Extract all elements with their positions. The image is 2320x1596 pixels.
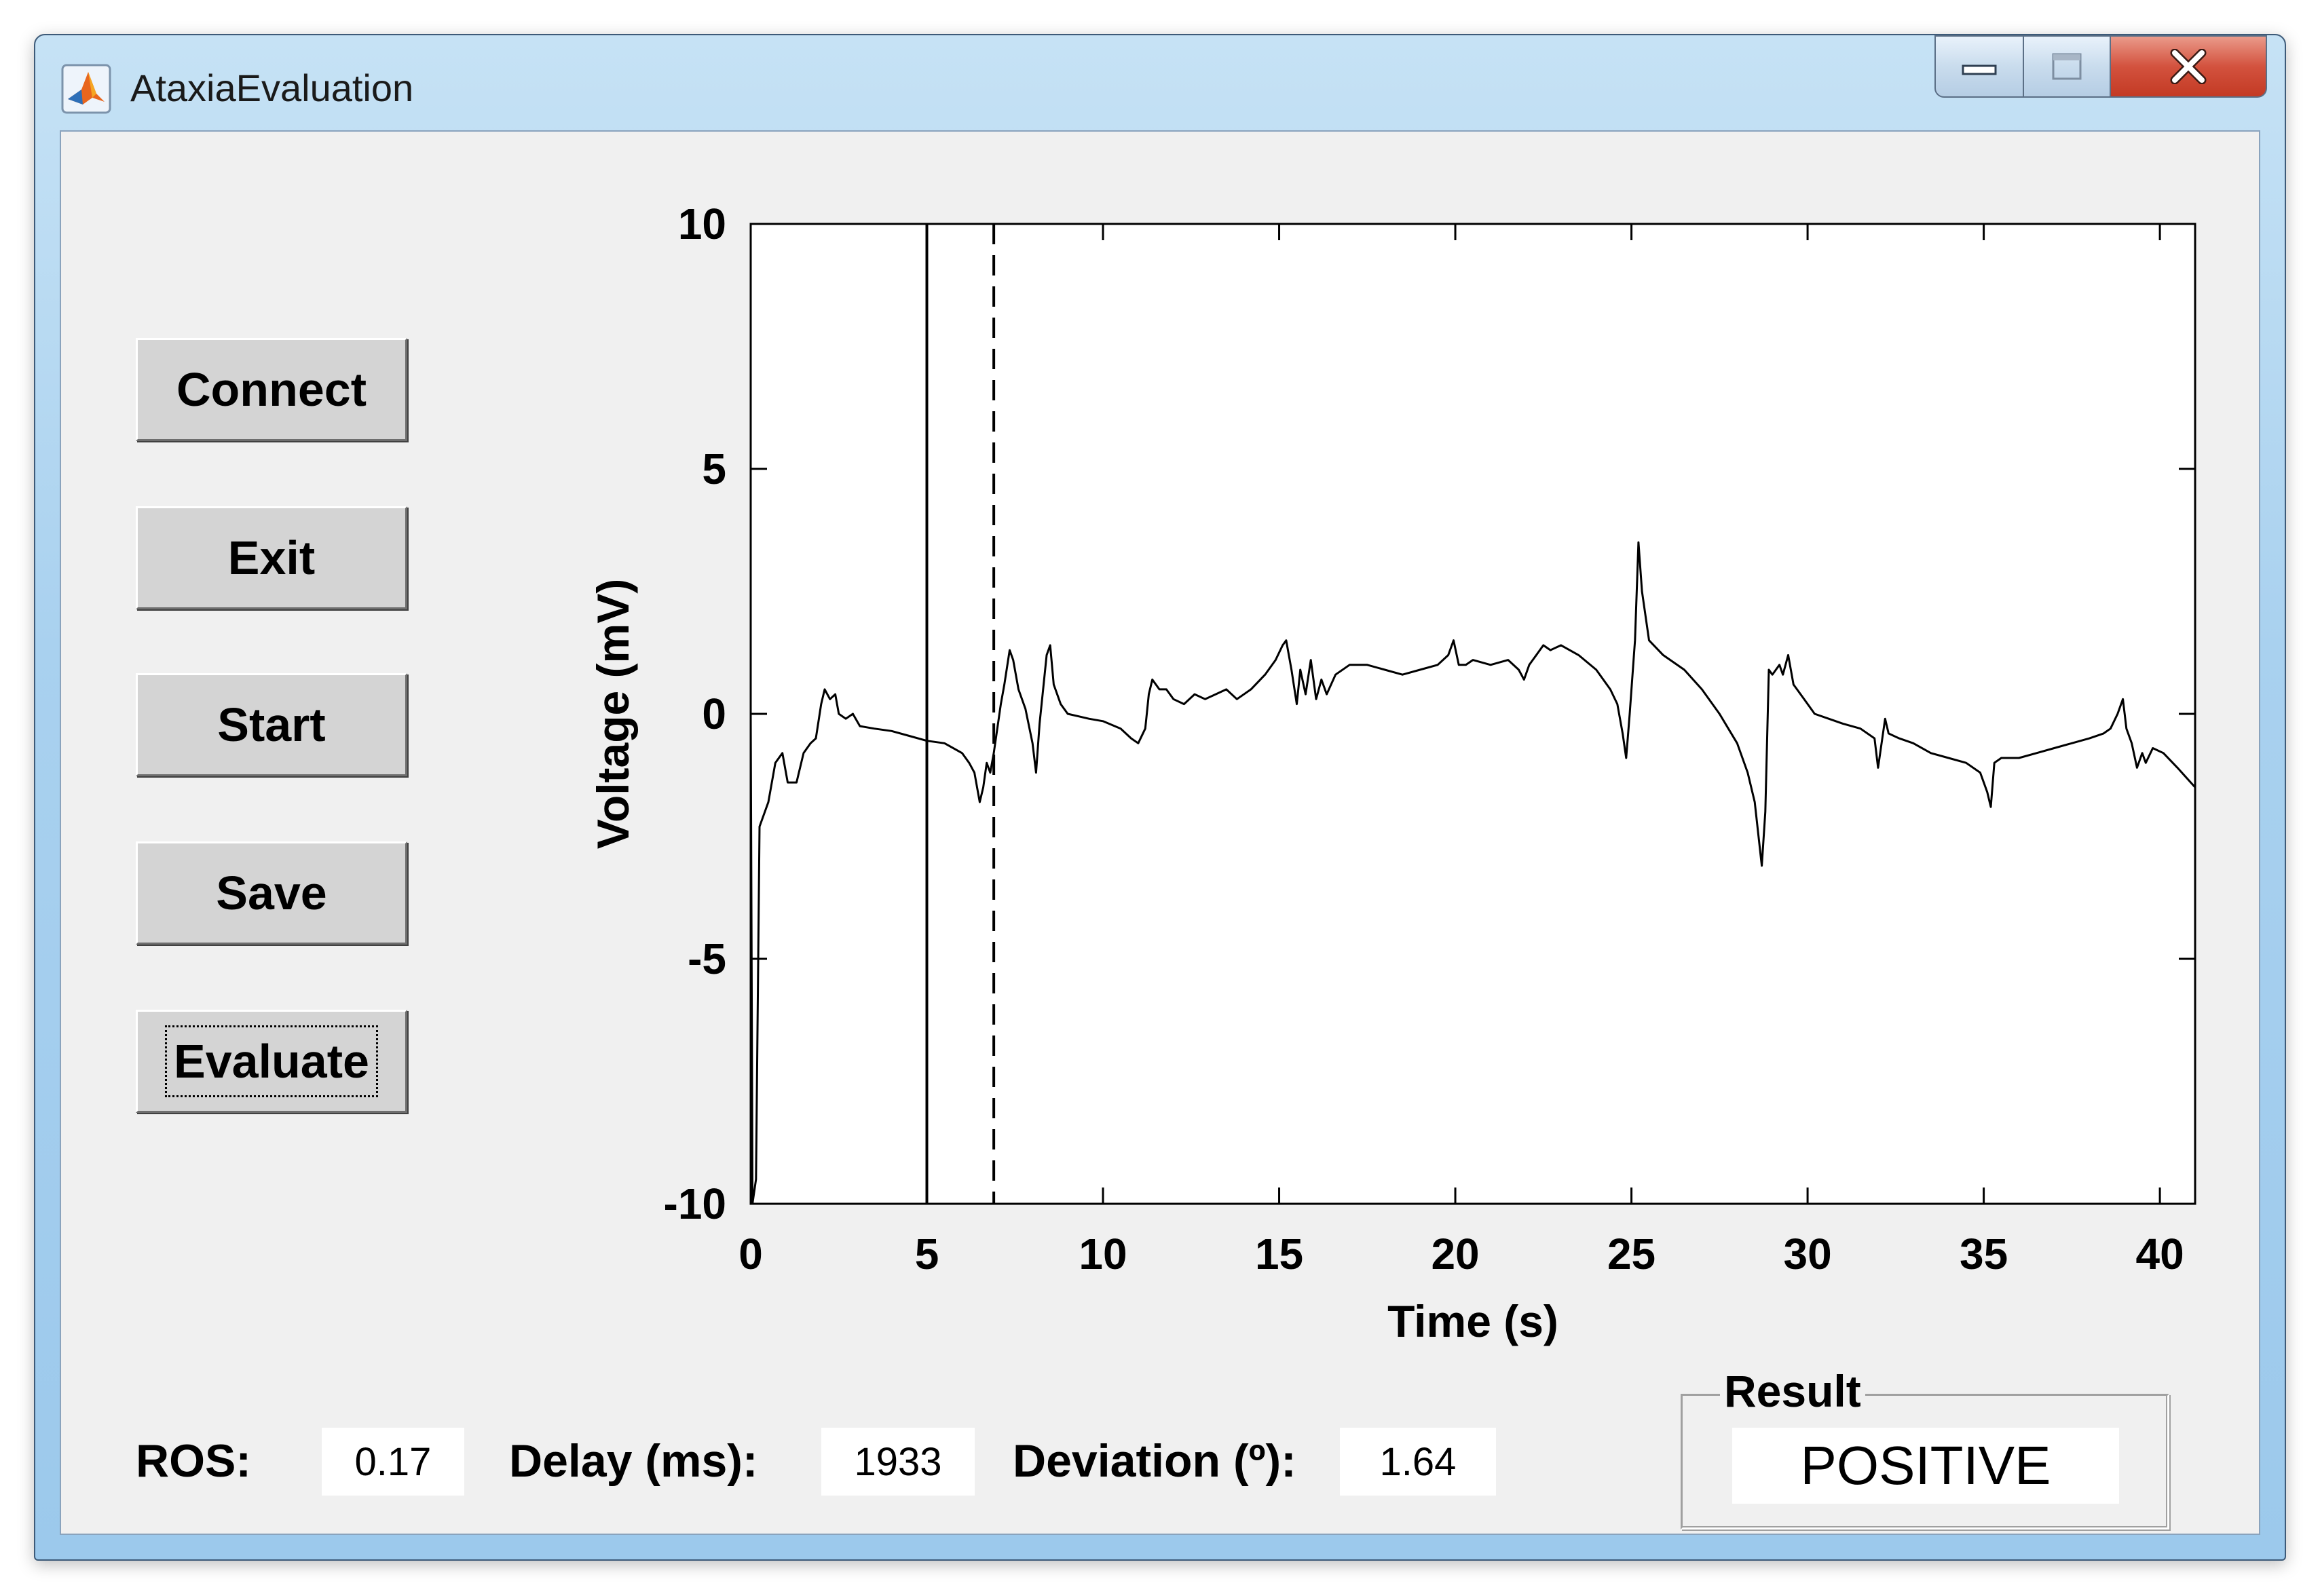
evaluate-button-label: Evaluate — [165, 1025, 378, 1097]
evaluate-button[interactable]: Evaluate — [136, 1010, 407, 1113]
maximize-icon — [2052, 53, 2082, 80]
x-tick-label: 20 — [1431, 1230, 1479, 1278]
series-line-0 — [749, 541, 2196, 1205]
x-tick-label: 10 — [1079, 1230, 1127, 1278]
start-button-label: Start — [217, 698, 326, 751]
connect-button[interactable]: Connect — [136, 338, 407, 441]
y-tick-label: 0 — [702, 689, 726, 738]
x-axis-label: Time (s) — [1387, 1296, 1558, 1346]
close-button[interactable] — [2111, 35, 2267, 98]
result-title: Result — [1720, 1365, 1865, 1417]
figure-panel: Connect Exit Start Save Evaluate 0 5 10 15 2… — [60, 130, 2260, 1535]
x-tick-label: 15 — [1255, 1230, 1303, 1278]
plot-area — [751, 224, 2195, 1204]
ros-label: ROS: — [136, 1435, 251, 1487]
minimize-icon — [1962, 64, 1997, 75]
title-bar[interactable]: AtaxiaEvaluation — [35, 35, 2285, 130]
y-tick-label: -5 — [688, 934, 726, 983]
close-icon — [2170, 49, 2207, 84]
result-value: POSITIVE — [1732, 1428, 2119, 1504]
x-tick-label: 25 — [1607, 1230, 1655, 1278]
deviation-label: Deviation (º): — [1013, 1435, 1296, 1487]
x-tick-label: 5 — [915, 1230, 939, 1278]
window-controls — [1934, 35, 2267, 100]
delay-value: 1933 — [821, 1428, 975, 1496]
x-tick-label: 30 — [1783, 1230, 1831, 1278]
save-button-label: Save — [216, 867, 327, 919]
matlab-icon — [61, 64, 111, 114]
ros-value: 0.17 — [322, 1428, 464, 1496]
save-button[interactable]: Save — [136, 841, 407, 945]
connect-button-label: Connect — [176, 363, 367, 416]
delay-label: Delay (ms): — [509, 1435, 758, 1487]
x-tick-label: 35 — [1960, 1230, 2008, 1278]
minimize-button[interactable] — [1934, 35, 2024, 98]
maximize-button[interactable] — [2024, 35, 2111, 98]
x-tick-label: 40 — [2136, 1230, 2184, 1278]
app-window: AtaxiaEvaluation Conn — [34, 34, 2286, 1561]
deviation-value: 1.64 — [1340, 1428, 1496, 1496]
window-title: AtaxiaEvaluation — [130, 66, 414, 109]
y-axis-label: Voltage (mV) — [588, 579, 638, 849]
exit-button[interactable]: Exit — [136, 506, 407, 609]
x-tick-label: 0 — [738, 1230, 763, 1278]
voltage-chart[interactable]: 0 5 10 15 20 25 30 35 40 -10 -5 0 5 10 Time (s) Voltage… — [61, 132, 2262, 1353]
start-button[interactable]: Start — [136, 673, 407, 776]
y-tick-label: -10 — [664, 1179, 727, 1228]
y-tick-label: 10 — [678, 200, 726, 248]
result-panel — [1681, 1394, 2169, 1530]
exit-button-label: Exit — [227, 531, 316, 584]
y-tick-label: 5 — [702, 444, 726, 493]
